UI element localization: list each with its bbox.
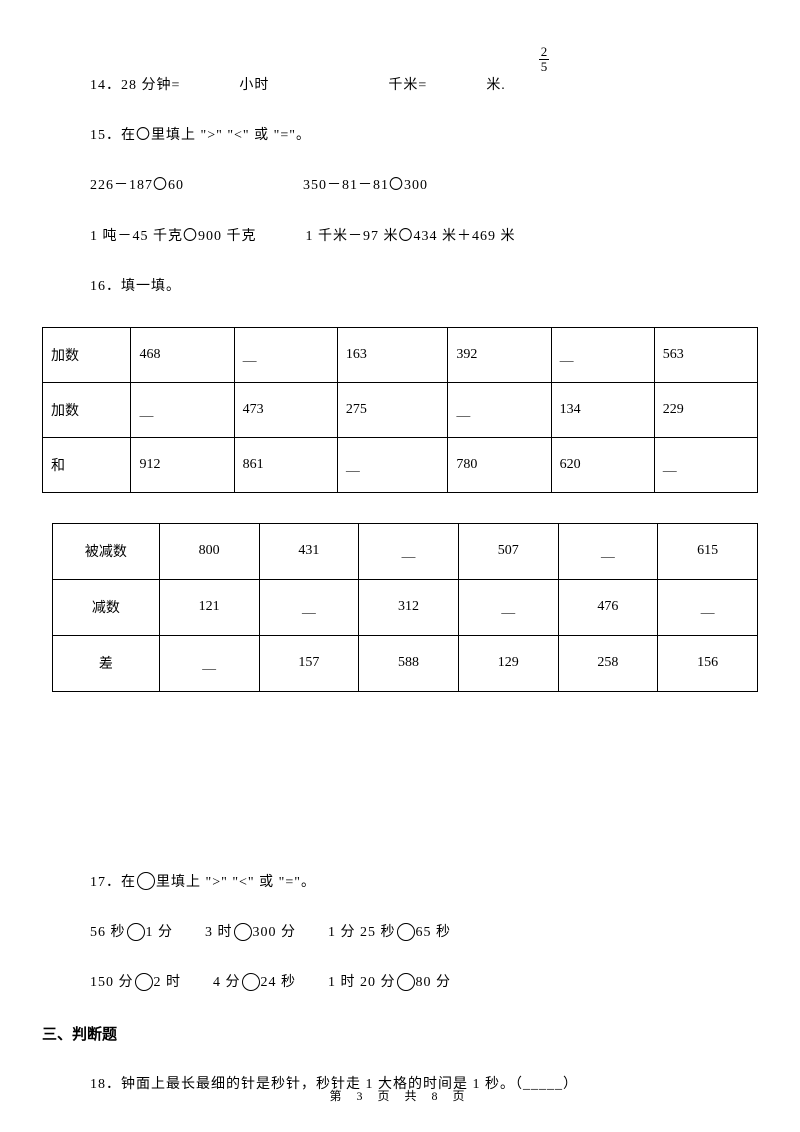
comparison-item: 3 时 300 分 bbox=[205, 922, 296, 944]
question-15-line2: 1 吨－45 千克〇900 千克 1 千米－97 米〇434 米＋469 米 bbox=[90, 226, 758, 248]
table-cell: ＿ bbox=[159, 635, 259, 691]
circle-icon bbox=[127, 923, 145, 941]
table-cell: 588 bbox=[359, 635, 459, 691]
table-cell: 563 bbox=[654, 327, 757, 382]
comparison-item: 4 分 24 秒 bbox=[213, 972, 296, 994]
table-cell: 468 bbox=[131, 327, 234, 382]
q14-text-c: 千米= bbox=[388, 78, 427, 93]
compare-left: 4 分 bbox=[213, 975, 241, 990]
table-cell: ＿ bbox=[558, 523, 658, 579]
comparison-item: 150 分 2 时 bbox=[90, 972, 181, 994]
table-cell: ＿ bbox=[458, 579, 558, 635]
section-3-title: 三、判断题 bbox=[42, 1023, 758, 1044]
q14-text-d: 米. bbox=[486, 78, 506, 93]
question-15-line1: 226－187〇60 350－81－81〇300 bbox=[90, 175, 758, 197]
compare-left: 3 时 bbox=[205, 925, 233, 940]
table-cell: 258 bbox=[558, 635, 658, 691]
compare-right: 2 时 bbox=[154, 975, 182, 990]
compare-right: 80 分 bbox=[416, 975, 452, 990]
compare-left: 1 时 20 分 bbox=[328, 975, 396, 990]
circle-icon bbox=[242, 973, 260, 991]
table-cell: ＿ bbox=[337, 437, 448, 492]
circle-icon bbox=[234, 923, 252, 941]
q17-post: 里填上 ">" "<" 或 "="。 bbox=[156, 875, 316, 890]
q15-2a: 1 吨－45 千克〇900 千克 bbox=[90, 229, 257, 244]
q15-2b: 1 千米－97 米〇434 米＋469 米 bbox=[306, 229, 516, 244]
fraction-numerator: 2 bbox=[539, 45, 550, 60]
fraction-denominator: 5 bbox=[539, 60, 550, 74]
compare-right: 1 分 bbox=[146, 925, 174, 940]
table-cell: 312 bbox=[359, 579, 459, 635]
table-cell: 156 bbox=[658, 635, 758, 691]
addition-table: 加数468＿163392＿563加数＿473275＿134229和912861＿… bbox=[42, 327, 758, 493]
table-cell: 被减数 bbox=[53, 523, 160, 579]
table-cell: 134 bbox=[551, 382, 654, 437]
table-cell: 减数 bbox=[53, 579, 160, 635]
table-cell: 800 bbox=[159, 523, 259, 579]
question-17-prompt: 17．在 里填上 ">" "<" 或 "="。 bbox=[90, 872, 758, 894]
question-14: 14．28 分钟= 小时 千米= 米. bbox=[90, 75, 758, 97]
comparison-item: 1 时 20 分 80 分 bbox=[328, 972, 451, 994]
table-cell: ＿ bbox=[448, 382, 551, 437]
table-cell: 129 bbox=[458, 635, 558, 691]
comparison-item: 1 分 25 秒 65 秒 bbox=[328, 922, 451, 944]
table-cell: 和 bbox=[43, 437, 131, 492]
table-cell: 差 bbox=[53, 635, 160, 691]
question-15-prompt: 15．在〇里填上 ">" "<" 或 "="。 bbox=[90, 125, 758, 147]
table-cell: 157 bbox=[259, 635, 359, 691]
table-cell: ＿ bbox=[234, 327, 337, 382]
circle-icon bbox=[397, 923, 415, 941]
circle-icon bbox=[137, 872, 155, 890]
table-cell: 620 bbox=[551, 437, 654, 492]
table-cell: ＿ bbox=[359, 523, 459, 579]
compare-left: 1 分 25 秒 bbox=[328, 925, 396, 940]
table-cell: ＿ bbox=[658, 579, 758, 635]
table-cell: 912 bbox=[131, 437, 234, 492]
table-cell: 431 bbox=[259, 523, 359, 579]
q14-text-b: 小时 bbox=[239, 78, 269, 93]
table-cell: ＿ bbox=[654, 437, 757, 492]
compare-left: 150 分 bbox=[90, 975, 134, 990]
table-cell: 473 bbox=[234, 382, 337, 437]
table-cell: 加数 bbox=[43, 382, 131, 437]
q17-pre: 17．在 bbox=[90, 875, 136, 890]
table-cell: 275 bbox=[337, 382, 448, 437]
compare-right: 65 秒 bbox=[416, 925, 452, 940]
subtraction-table: 被减数800431＿507＿615减数121＿312＿476＿差＿1575881… bbox=[52, 523, 758, 692]
question-17-row1: 56 秒 1 分 3 时 300 分 1 分 25 秒 65 秒 bbox=[90, 922, 758, 944]
table-cell: ＿ bbox=[551, 327, 654, 382]
fraction-display: 2 5 bbox=[90, 45, 758, 75]
table-cell: 229 bbox=[654, 382, 757, 437]
compare-left: 56 秒 bbox=[90, 925, 126, 940]
circle-icon bbox=[135, 973, 153, 991]
question-17-row2: 150 分 2 时 4 分 24 秒 1 时 20 分 80 分 bbox=[90, 972, 758, 994]
table-cell: ＿ bbox=[131, 382, 234, 437]
compare-right: 24 秒 bbox=[261, 975, 297, 990]
table-cell: 392 bbox=[448, 327, 551, 382]
table-cell: 163 bbox=[337, 327, 448, 382]
question-16-prompt: 16．填一填。 bbox=[90, 276, 758, 298]
page-footer: 第 3 页 共 8 页 bbox=[0, 1087, 800, 1104]
q15-1a: 226－187〇60 bbox=[90, 178, 184, 193]
compare-right: 300 分 bbox=[253, 925, 297, 940]
table-cell: 476 bbox=[558, 579, 658, 635]
table-cell: 121 bbox=[159, 579, 259, 635]
q14-text-a: 14．28 分钟= bbox=[90, 78, 180, 93]
q15-1b: 350－81－81〇300 bbox=[303, 178, 428, 193]
comparison-item: 56 秒 1 分 bbox=[90, 922, 173, 944]
table-cell: 861 bbox=[234, 437, 337, 492]
table-cell: 615 bbox=[658, 523, 758, 579]
circle-icon bbox=[397, 973, 415, 991]
table-cell: 780 bbox=[448, 437, 551, 492]
table-cell: ＿ bbox=[259, 579, 359, 635]
table-cell: 加数 bbox=[43, 327, 131, 382]
table-cell: 507 bbox=[458, 523, 558, 579]
